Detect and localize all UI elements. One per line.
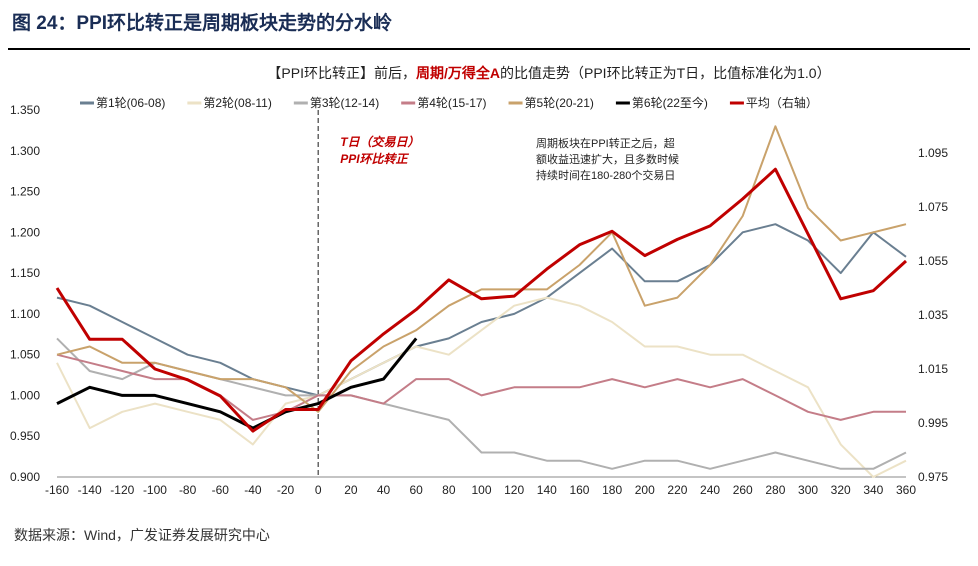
y-left-tick-label: 1.050 [10, 348, 40, 362]
series-line-5 [56, 125, 907, 413]
x-tick-label: 160 [569, 483, 589, 497]
chart-subtitle: 【PPI环比转正】前后，周期/万得全A的比值走势（PPI环比转正为T日，比值标准… [0, 63, 978, 83]
series-line-2 [56, 296, 907, 478]
x-tick-label: -100 [143, 483, 167, 497]
x-tick-label: 20 [344, 483, 358, 497]
t-day-annotation: T日（交易日） [340, 135, 419, 149]
x-tick-label: -80 [179, 483, 197, 497]
subtitle-prefix: 【PPI环比转正】前后， [267, 65, 416, 81]
subtitle-highlight: 周期/万得全A [416, 65, 500, 81]
title-divider [8, 48, 970, 50]
y-right-tick-label: 0.975 [918, 470, 948, 484]
x-tick-label: 180 [602, 483, 622, 497]
x-tick-label: 260 [733, 483, 753, 497]
x-tick-label: -140 [78, 483, 102, 497]
y-right-tick-label: 1.055 [918, 254, 948, 268]
t-day-annotation: PPI环比转正 [340, 152, 409, 166]
legend-label: 第2轮(08-11) [203, 96, 271, 110]
y-left-tick-label: 1.250 [10, 185, 40, 199]
x-tick-label: 300 [798, 483, 818, 497]
legend-label: 第3轮(12-14) [310, 96, 379, 110]
y-left-tick-label: 0.950 [10, 429, 40, 443]
x-tick-label: -20 [277, 483, 295, 497]
x-tick-label: 120 [504, 483, 524, 497]
legend-label: 平均（右轴） [746, 95, 818, 110]
x-tick-label: -160 [45, 483, 69, 497]
x-tick-label: 80 [442, 483, 456, 497]
series-line-7 [55, 167, 908, 433]
y-left-tick-label: 1.000 [10, 388, 40, 402]
x-tick-label: 220 [667, 483, 687, 497]
y-left-tick-label: 1.350 [10, 103, 40, 117]
legend-label: 第4轮(15-17) [417, 96, 486, 110]
series-line-1 [56, 223, 907, 397]
x-tick-label: 140 [537, 483, 557, 497]
y-right-tick-label: 0.995 [918, 416, 948, 430]
subtitle-suffix: 的比值走势（PPI环比转正为T日，比值标准化为1.0） [500, 65, 831, 81]
y-right-tick-label: 1.015 [918, 362, 948, 376]
x-tick-label: 40 [377, 483, 391, 497]
y-left-tick-label: 1.200 [10, 225, 40, 239]
series-line-6 [56, 337, 418, 430]
y-left-tick-label: 0.900 [10, 470, 40, 484]
x-tick-label: 100 [471, 483, 491, 497]
legend-label: 第1轮(06-08) [96, 96, 165, 110]
y-right-tick-label: 1.095 [918, 146, 948, 160]
y-left-tick-label: 1.100 [10, 307, 40, 321]
x-tick-label: 320 [831, 483, 851, 497]
line-chart: -160 -140 -120 -100 -80 -60 -40 -20 0 20 40 60 80 100… [10, 95, 948, 497]
x-tick-label: -60 [212, 483, 230, 497]
y-right-tick-label: 1.035 [918, 308, 948, 322]
y-right-tick-label: 1.075 [918, 200, 948, 214]
figure-title: 图 24：PPI环比转正是周期板块走势的分水岭 [12, 13, 393, 34]
x-tick-label: 60 [410, 483, 424, 497]
x-tick-label: 0 [315, 483, 322, 497]
x-tick-label: 340 [863, 483, 883, 497]
x-tick-label: -40 [244, 483, 262, 497]
x-tick-label: 360 [896, 483, 916, 497]
x-tick-label: 280 [765, 483, 785, 497]
y-left-tick-label: 1.150 [10, 266, 40, 280]
note-annotation: 持续时间在180-280个交易日 [536, 168, 675, 182]
note-annotation: 额收益迅速扩大，且多数时候 [536, 152, 679, 166]
note-annotation: 周期板块在PPI转正之后，超 [536, 136, 675, 150]
source-note: 数据来源：Wind，广发证券发展研究中心 [14, 527, 270, 543]
y-left-tick-label: 1.300 [10, 144, 40, 158]
x-tick-label: 240 [700, 483, 720, 497]
legend-label: 第5轮(20-21) [525, 96, 594, 110]
x-tick-label: -120 [110, 483, 134, 497]
x-tick-label: 200 [635, 483, 655, 497]
legend-label: 第6轮(22至今) [632, 95, 708, 110]
